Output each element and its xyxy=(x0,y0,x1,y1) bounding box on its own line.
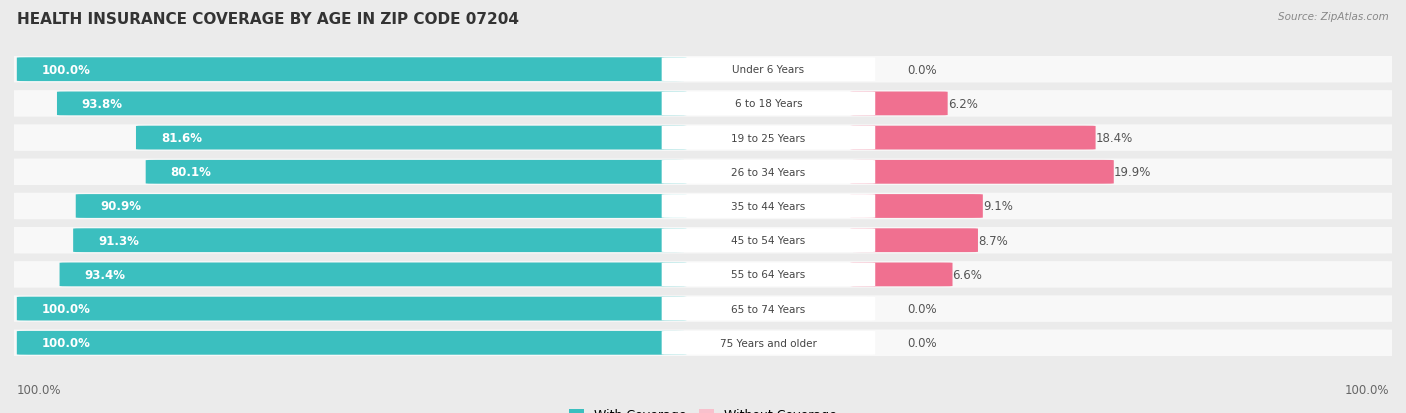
Text: 6.6%: 6.6% xyxy=(952,268,983,281)
FancyBboxPatch shape xyxy=(10,91,1396,117)
Text: 55 to 64 Years: 55 to 64 Years xyxy=(731,270,806,280)
FancyBboxPatch shape xyxy=(662,297,875,321)
FancyBboxPatch shape xyxy=(146,161,686,184)
FancyBboxPatch shape xyxy=(10,193,1396,220)
FancyBboxPatch shape xyxy=(662,331,875,355)
FancyBboxPatch shape xyxy=(662,58,875,82)
Text: 0.0%: 0.0% xyxy=(907,337,936,349)
Text: 6.2%: 6.2% xyxy=(948,97,977,111)
Text: 18.4%: 18.4% xyxy=(1095,132,1133,145)
Text: 100.0%: 100.0% xyxy=(42,302,90,316)
Text: 100.0%: 100.0% xyxy=(42,337,90,349)
FancyBboxPatch shape xyxy=(662,229,875,252)
FancyBboxPatch shape xyxy=(76,195,686,218)
Text: 81.6%: 81.6% xyxy=(160,132,202,145)
Legend: With Coverage, Without Coverage: With Coverage, Without Coverage xyxy=(564,404,842,413)
FancyBboxPatch shape xyxy=(851,126,1095,150)
Text: 9.1%: 9.1% xyxy=(983,200,1012,213)
Text: 35 to 44 Years: 35 to 44 Years xyxy=(731,202,806,211)
FancyBboxPatch shape xyxy=(10,261,1396,288)
Text: 100.0%: 100.0% xyxy=(42,64,90,76)
FancyBboxPatch shape xyxy=(662,92,875,116)
Text: 100.0%: 100.0% xyxy=(17,384,62,396)
FancyBboxPatch shape xyxy=(73,229,686,252)
Text: 26 to 34 Years: 26 to 34 Years xyxy=(731,167,806,177)
Text: 93.8%: 93.8% xyxy=(82,97,122,111)
Text: 65 to 74 Years: 65 to 74 Years xyxy=(731,304,806,314)
Text: 45 to 54 Years: 45 to 54 Years xyxy=(731,236,806,246)
FancyBboxPatch shape xyxy=(662,126,875,150)
FancyBboxPatch shape xyxy=(851,263,952,287)
FancyBboxPatch shape xyxy=(851,229,979,252)
FancyBboxPatch shape xyxy=(662,161,875,184)
Text: 0.0%: 0.0% xyxy=(907,302,936,316)
FancyBboxPatch shape xyxy=(58,92,686,116)
FancyBboxPatch shape xyxy=(10,57,1396,83)
FancyBboxPatch shape xyxy=(136,126,686,150)
FancyBboxPatch shape xyxy=(17,297,686,321)
FancyBboxPatch shape xyxy=(17,331,686,355)
FancyBboxPatch shape xyxy=(851,92,948,116)
FancyBboxPatch shape xyxy=(10,330,1396,356)
Text: 90.9%: 90.9% xyxy=(101,200,142,213)
FancyBboxPatch shape xyxy=(851,195,983,218)
FancyBboxPatch shape xyxy=(662,263,875,287)
Text: 93.4%: 93.4% xyxy=(84,268,125,281)
FancyBboxPatch shape xyxy=(17,58,686,82)
Text: 91.3%: 91.3% xyxy=(98,234,139,247)
FancyBboxPatch shape xyxy=(851,161,1114,184)
Text: 19 to 25 Years: 19 to 25 Years xyxy=(731,133,806,143)
FancyBboxPatch shape xyxy=(10,159,1396,185)
Text: Source: ZipAtlas.com: Source: ZipAtlas.com xyxy=(1278,12,1389,22)
Text: 75 Years and older: 75 Years and older xyxy=(720,338,817,348)
FancyBboxPatch shape xyxy=(59,263,686,287)
Text: 8.7%: 8.7% xyxy=(979,234,1008,247)
Text: 6 to 18 Years: 6 to 18 Years xyxy=(735,99,803,109)
FancyBboxPatch shape xyxy=(10,296,1396,322)
Text: 80.1%: 80.1% xyxy=(170,166,211,179)
Text: 100.0%: 100.0% xyxy=(1344,384,1389,396)
FancyBboxPatch shape xyxy=(10,228,1396,254)
Text: 19.9%: 19.9% xyxy=(1114,166,1152,179)
FancyBboxPatch shape xyxy=(10,125,1396,152)
Text: Under 6 Years: Under 6 Years xyxy=(733,65,804,75)
Text: HEALTH INSURANCE COVERAGE BY AGE IN ZIP CODE 07204: HEALTH INSURANCE COVERAGE BY AGE IN ZIP … xyxy=(17,12,519,27)
Text: 0.0%: 0.0% xyxy=(907,64,936,76)
FancyBboxPatch shape xyxy=(662,195,875,218)
